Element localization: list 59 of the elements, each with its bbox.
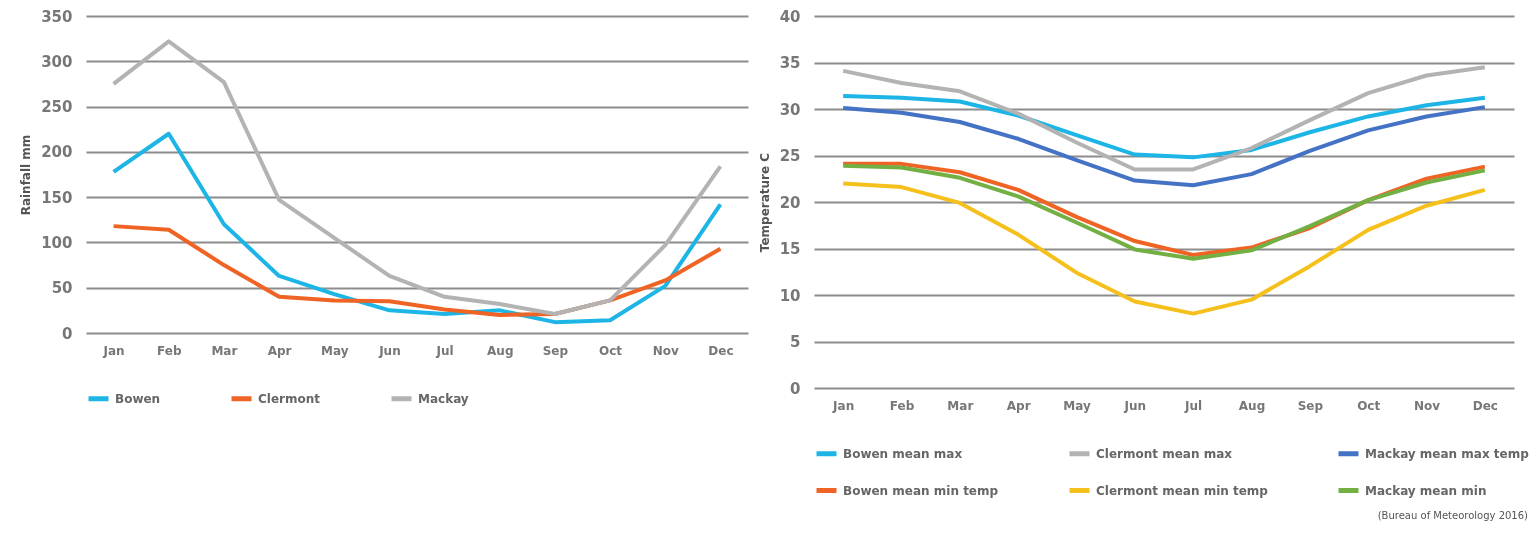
x-tick-label: Sep [542, 343, 569, 358]
legend-label: Clermont [258, 391, 321, 406]
y-tick-label: 350 [41, 7, 73, 26]
line-series [111, 131, 723, 325]
x-tick-label: Apr [1006, 398, 1031, 413]
y-tick-label: 0 [62, 324, 73, 343]
y-tick-label: 40 [779, 7, 801, 26]
line-series [111, 39, 723, 316]
x-tick-label: Feb [889, 398, 915, 413]
x-tick-label: Sep [1297, 398, 1324, 413]
x-tick-label: Apr [267, 343, 292, 358]
y-tick-label: 0 [790, 379, 801, 398]
x-tick-label: Jan [832, 398, 855, 413]
y-tick-label: 250 [41, 98, 73, 117]
y-tick-label: 150 [41, 188, 73, 207]
x-tick-label: Jul [1184, 398, 1203, 413]
x-tick-label: Jun [1123, 398, 1147, 413]
y-tick-label: 10 [779, 286, 801, 305]
y-tick-label: 20 [779, 193, 801, 212]
x-tick-label: Mar [947, 398, 974, 413]
legend-label: Clermont mean min temp [1096, 483, 1269, 498]
x-tick-label: Oct [599, 343, 623, 358]
x-tick-label: May [1063, 398, 1091, 413]
x-tick-label: Nov [652, 343, 679, 358]
x-tick-label: Jul [435, 343, 454, 358]
x-tick-label: Dec [708, 343, 734, 358]
line-series [841, 105, 1487, 188]
y-axis-title: Rainfall mm [19, 134, 34, 216]
y-tick-label: 5 [790, 333, 801, 351]
x-tick-label: Jun [378, 343, 401, 358]
y-tick-label: 200 [41, 143, 73, 162]
x-tick-label: Aug [1238, 398, 1266, 413]
y-tick-label: 300 [41, 52, 73, 71]
x-tick-label: May [321, 343, 349, 358]
legend-label: Bowen mean max [843, 446, 963, 461]
x-tick-label: Mar [211, 343, 238, 358]
x-tick-label: Aug [487, 343, 514, 358]
legend-label: Bowen mean min temp [843, 483, 999, 498]
line-series [841, 65, 1487, 172]
y-tick-label: 15 [779, 240, 801, 258]
x-tick-label: Jan [102, 343, 125, 358]
y-tick-label: 25 [779, 147, 801, 165]
x-tick-label: Dec [1472, 398, 1498, 413]
x-tick-label: Feb [157, 343, 182, 358]
legend-label: Bowen [115, 391, 161, 406]
x-tick-label: Oct [1357, 398, 1381, 413]
text: (Bureau of Meteorology 2016) [1377, 510, 1528, 521]
legend-label: Mackay [418, 391, 469, 406]
y-axis-title: Temperature C [757, 152, 772, 253]
legend-label: Mackay mean min [1365, 483, 1487, 498]
y-tick-label: 50 [51, 279, 73, 298]
line-series [841, 181, 1487, 316]
y-tick-label: 100 [41, 233, 73, 252]
x-tick-label: Nov [1413, 398, 1441, 413]
line-series [841, 93, 1487, 160]
legend-label: Mackay mean max temp [1365, 446, 1530, 461]
legend-label: Clermont mean max [1096, 446, 1233, 461]
y-tick-label: 35 [779, 54, 801, 72]
y-tick-label: 30 [779, 100, 801, 119]
